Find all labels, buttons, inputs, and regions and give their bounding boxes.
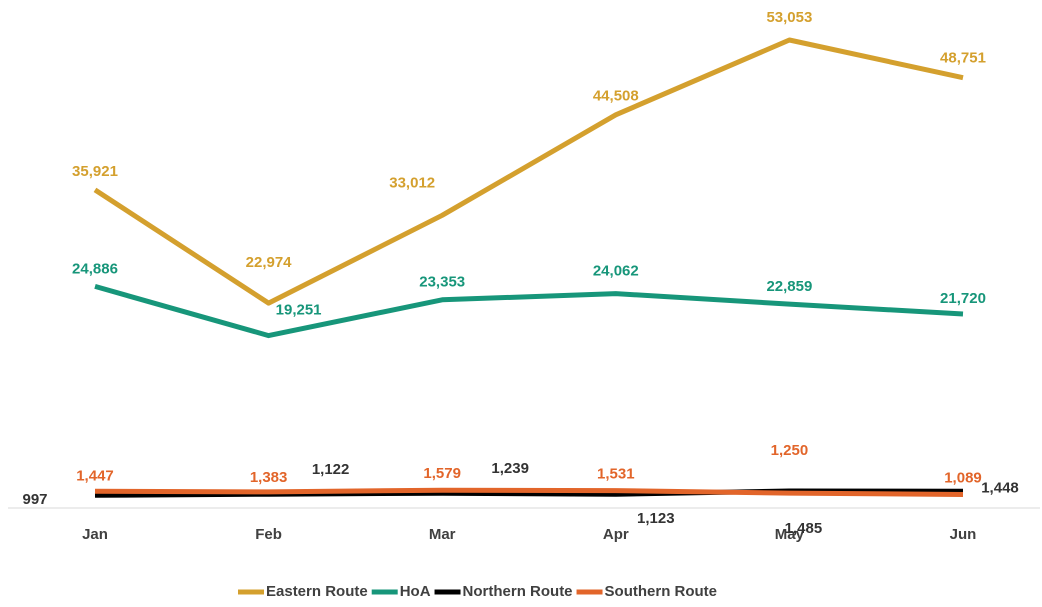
data-label: 21,720 bbox=[940, 290, 986, 307]
data-label: 22,859 bbox=[766, 278, 812, 295]
data-label: 1,250 bbox=[771, 442, 809, 459]
data-label: 1,447 bbox=[76, 467, 114, 484]
data-label: 24,062 bbox=[593, 263, 639, 280]
legend-label: Southern Route bbox=[605, 583, 718, 600]
data-label: 997 bbox=[22, 491, 47, 508]
data-label: 44,508 bbox=[593, 88, 639, 105]
legend-label: Northern Route bbox=[463, 583, 573, 600]
data-label: 1,123 bbox=[637, 510, 675, 527]
x-tick-label: Mar bbox=[429, 526, 456, 543]
data-label: 1,383 bbox=[250, 469, 288, 486]
series-line bbox=[94, 487, 964, 497]
series-line bbox=[94, 283, 964, 339]
data-label: 33,012 bbox=[389, 174, 435, 191]
data-label: 22,974 bbox=[246, 254, 293, 271]
data-label: 1,239 bbox=[491, 460, 529, 477]
data-label: 1,485 bbox=[785, 520, 823, 537]
legend-label: Eastern Route bbox=[266, 583, 368, 600]
data-label: 1,579 bbox=[423, 465, 461, 482]
x-tick-label: Apr bbox=[603, 526, 629, 543]
x-tick-label: May bbox=[775, 526, 805, 543]
x-tick-label: Jan bbox=[82, 526, 108, 543]
data-label: 53,053 bbox=[766, 9, 812, 26]
data-label: 1,448 bbox=[981, 479, 1019, 496]
x-tick-label: Feb bbox=[255, 526, 282, 543]
data-label: 1,531 bbox=[597, 466, 635, 483]
series-line bbox=[93, 37, 964, 306]
legend-label: HoA bbox=[400, 583, 431, 600]
data-label: 48,751 bbox=[940, 50, 986, 67]
data-label: 19,251 bbox=[276, 302, 322, 319]
data-label: 23,353 bbox=[419, 274, 465, 291]
data-label: 24,886 bbox=[72, 260, 118, 277]
data-label: 1,122 bbox=[312, 461, 350, 478]
data-label: 35,921 bbox=[72, 163, 118, 180]
x-tick-label: Jun bbox=[950, 526, 977, 543]
data-label: 1,089 bbox=[944, 469, 982, 486]
